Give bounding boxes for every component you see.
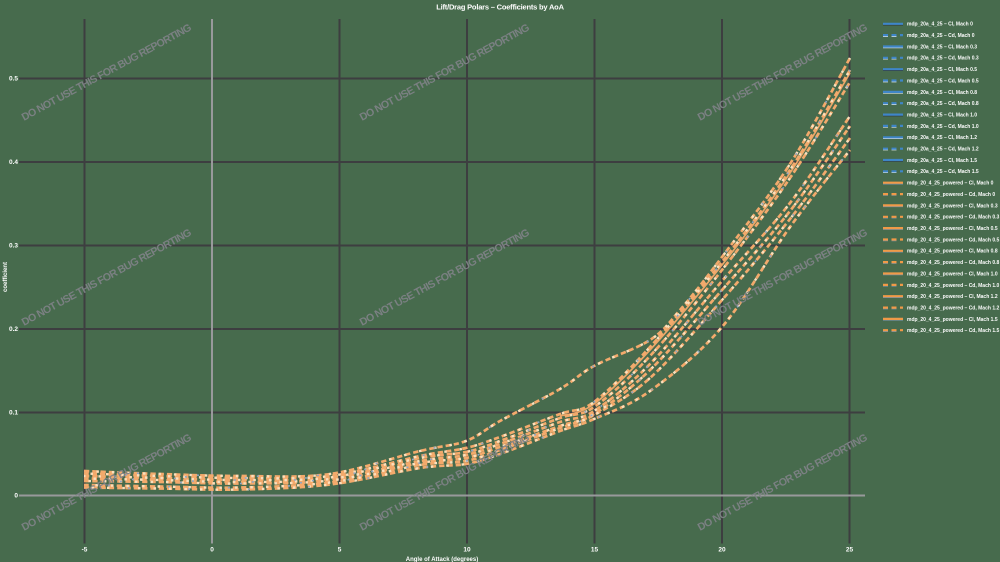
svg-text:coefficient: coefficient xyxy=(3,262,9,292)
svg-text:mdp_20a_4_25 – Cl, Mach 0: mdp_20a_4_25 – Cl, Mach 0 xyxy=(907,22,973,28)
svg-text:mdp_20a_4_25 – Cd, Mach 1.2: mdp_20a_4_25 – Cd, Mach 1.2 xyxy=(907,147,979,153)
svg-text:mdp_20a_4_25 – Cd, Mach 1.0: mdp_20a_4_25 – Cd, Mach 1.0 xyxy=(907,124,979,130)
svg-text:mdp_20_4_25_powered – Cl, Mach: mdp_20_4_25_powered – Cl, Mach 0.8 xyxy=(907,249,998,255)
svg-text:mdp_20_4_25_powered – Cd, Mach: mdp_20_4_25_powered – Cd, Mach 1.2 xyxy=(907,305,999,311)
svg-text:10: 10 xyxy=(463,547,471,554)
svg-text:mdp_20_4_25_powered – Cl, Mach: mdp_20_4_25_powered – Cl, Mach 0.5 xyxy=(907,226,998,232)
svg-text:20: 20 xyxy=(718,547,726,554)
svg-text:mdp_20a_4_25 – Cl, Mach 1.2: mdp_20a_4_25 – Cl, Mach 1.2 xyxy=(907,135,977,141)
svg-text:0.2: 0.2 xyxy=(9,326,18,333)
svg-text:mdp_20a_4_25 – Cd, Mach 0.5: mdp_20a_4_25 – Cd, Mach 0.5 xyxy=(907,79,979,85)
svg-text:mdp_20a_4_25 – Cd, Mach 1.5: mdp_20a_4_25 – Cd, Mach 1.5 xyxy=(907,169,979,175)
svg-text:mdp_20_4_25_powered – Cl, Mach: mdp_20_4_25_powered – Cl, Mach 1.0 xyxy=(907,271,998,277)
svg-text:mdp_20a_4_25 – Cl, Mach 0.3: mdp_20a_4_25 – Cl, Mach 0.3 xyxy=(907,44,977,50)
svg-text:mdp_20a_4_25 – Cd, Mach 0: mdp_20a_4_25 – Cd, Mach 0 xyxy=(907,33,975,39)
svg-text:0.4: 0.4 xyxy=(9,159,18,166)
svg-text:0.3: 0.3 xyxy=(9,243,18,250)
svg-text:mdp_20a_4_25 – Cl, Mach 1.0: mdp_20a_4_25 – Cl, Mach 1.0 xyxy=(907,113,977,119)
svg-text:mdp_20a_4_25 – Cl, Mach 0.5: mdp_20a_4_25 – Cl, Mach 0.5 xyxy=(907,67,977,73)
svg-text:mdp_20a_4_25 – Cl, Mach 1.5: mdp_20a_4_25 – Cl, Mach 1.5 xyxy=(907,158,977,164)
svg-text:mdp_20_4_25_powered – Cl, Mach: mdp_20_4_25_powered – Cl, Mach 0 xyxy=(907,181,994,187)
svg-text:mdp_20_4_25_powered – Cd, Mach: mdp_20_4_25_powered – Cd, Mach 0.3 xyxy=(907,215,999,221)
svg-text:0: 0 xyxy=(210,547,214,554)
svg-text:0.1: 0.1 xyxy=(9,410,18,417)
svg-text:15: 15 xyxy=(591,547,599,554)
svg-text:mdp_20a_4_25 – Cd, Mach 0.8: mdp_20a_4_25 – Cd, Mach 0.8 xyxy=(907,101,979,107)
svg-text:mdp_20_4_25_powered – Cd, Mach: mdp_20_4_25_powered – Cd, Mach 0.5 xyxy=(907,237,999,243)
svg-text:25: 25 xyxy=(846,547,854,554)
svg-text:Angle of Attack (degrees): Angle of Attack (degrees) xyxy=(406,557,478,562)
svg-text:mdp_20_4_25_powered – Cl, Mach: mdp_20_4_25_powered – Cl, Mach 1.5 xyxy=(907,317,998,323)
svg-text:0: 0 xyxy=(14,493,18,500)
svg-text:mdp_20_4_25_powered – Cd, Mach: mdp_20_4_25_powered – Cd, Mach 0 xyxy=(907,192,995,198)
svg-text:-5: -5 xyxy=(82,547,88,554)
svg-text:5: 5 xyxy=(338,547,342,554)
svg-text:mdp_20_4_25_powered – Cd, Mach: mdp_20_4_25_powered – Cd, Mach 1.0 xyxy=(907,283,999,289)
svg-text:0.5: 0.5 xyxy=(9,76,18,83)
svg-text:mdp_20_4_25_powered – Cl, Mach: mdp_20_4_25_powered – Cl, Mach 1.2 xyxy=(907,294,998,300)
svg-text:mdp_20a_4_25 – Cd, Mach 0.3: mdp_20a_4_25 – Cd, Mach 0.3 xyxy=(907,56,979,62)
svg-text:mdp_20_4_25_powered – Cd, Mach: mdp_20_4_25_powered – Cd, Mach 0.8 xyxy=(907,260,999,266)
svg-text:Lift/Drag Polars – Coefficient: Lift/Drag Polars – Coefficients by AoA xyxy=(436,3,564,12)
svg-text:mdp_20a_4_25 – Cl, Mach 0.8: mdp_20a_4_25 – Cl, Mach 0.8 xyxy=(907,90,977,96)
svg-text:mdp_20_4_25_powered – Cl, Mach: mdp_20_4_25_powered – Cl, Mach 0.3 xyxy=(907,203,998,209)
svg-text:mdp_20_4_25_powered – Cd, Mach: mdp_20_4_25_powered – Cd, Mach 1.5 xyxy=(907,328,999,334)
